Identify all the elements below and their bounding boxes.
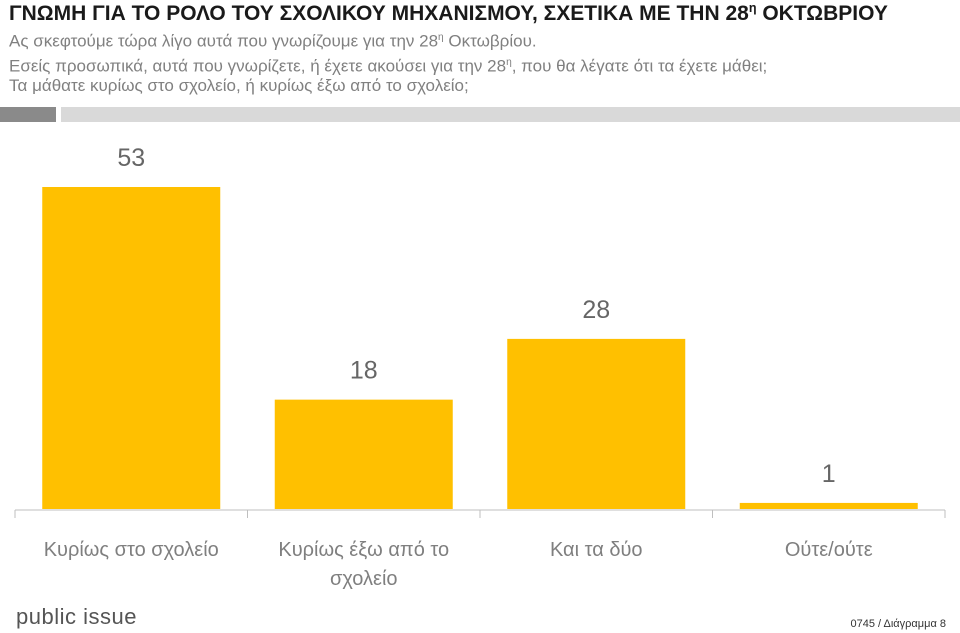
subtitle-question-cont: Τα μάθατε κυρίως στο σχολείο, ή κυρίως έ… xyxy=(9,76,469,95)
bar-chart: 53 Κυρίως στο σχολείο 18 Κυρίως έξω από το σ… xyxy=(14,144,946,590)
chart-footnote: 0745 / Διάγραμμα 8 xyxy=(850,618,946,630)
bar xyxy=(739,502,918,509)
category-label: Κυρίως έξω από το xyxy=(278,539,449,561)
data-label: 28 xyxy=(582,296,610,324)
header-divider-light xyxy=(61,107,960,122)
category-label: σχολείο xyxy=(330,568,398,590)
data-label: 53 xyxy=(117,144,145,172)
category-label: Ούτε/ούτε xyxy=(785,539,873,561)
subtitle-question: Εσείς προσωπικά, αυτά που γνωρίζετε, ή έ… xyxy=(9,56,768,76)
data-label: 18 xyxy=(350,357,378,385)
category-label: Και τα δύο xyxy=(550,539,643,561)
bar xyxy=(507,338,686,509)
public-issue-logo: public issue xyxy=(16,604,137,629)
subtitle-intro: Ας σκεφτούμε τώρα λίγο αυτά που γνωρίζου… xyxy=(9,31,537,51)
bar xyxy=(42,187,221,509)
category-label: Κυρίως στο σχολείο xyxy=(44,539,219,561)
chart-title: ΓΝΩΜΗ ΓΙΑ ΤΟ ΡΟΛΟ ΤΟΥ ΣΧΟΛΙΚΟΥ ΜΗΧΑΝΙΣΜΟ… xyxy=(9,1,888,25)
data-label: 1 xyxy=(822,460,836,488)
header-divider-dark xyxy=(0,107,56,122)
bar xyxy=(274,399,453,509)
